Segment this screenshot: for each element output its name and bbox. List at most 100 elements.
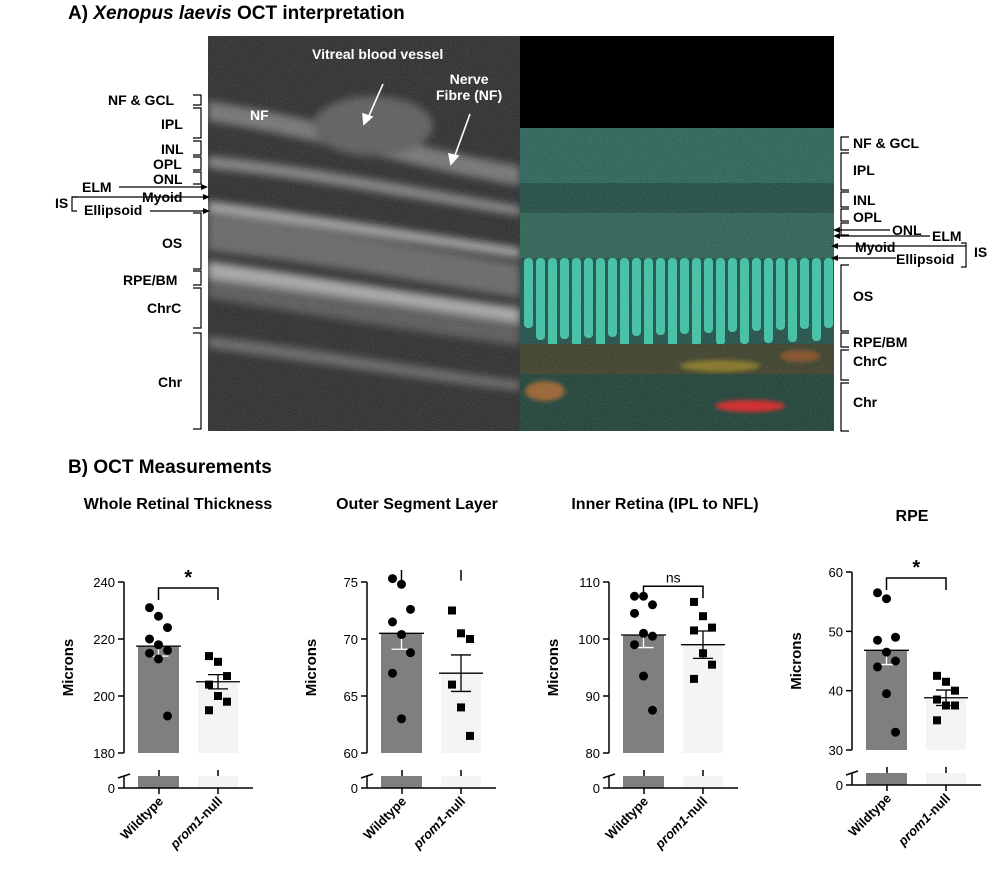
y-tick-label-zero: 0 [593, 781, 600, 796]
right-label-rpe-bm: RPE/BM [853, 334, 908, 350]
axis-break-mark [117, 773, 131, 779]
right-label-is: IS [974, 244, 988, 260]
data-point-wildtype [648, 705, 657, 715]
data-point-wildtype [639, 628, 648, 638]
left-label-onl: ONL [153, 171, 183, 187]
bar-prom1-null [683, 644, 723, 753]
data-point-wildtype [873, 635, 882, 645]
right-label-ellipsoid: Ellipsoid [896, 251, 955, 267]
significance-bracket [400, 570, 462, 581]
data-point-wildtype [154, 654, 163, 664]
y-tick-label: 110 [579, 575, 600, 590]
left-label-inl: INL [161, 141, 184, 157]
data-point-wildtype [397, 579, 406, 589]
data-point-prom1-null [933, 671, 941, 680]
data-point-prom1-null [457, 629, 465, 638]
data-point-wildtype [630, 640, 639, 650]
panel-a-title: A) Xenopus laevis OCT interpretation [68, 3, 405, 24]
data-point-prom1-null [708, 623, 716, 632]
data-point-prom1-null [933, 695, 941, 704]
right-label-chr: Chr [853, 394, 878, 410]
y-tick-label: 65 [344, 689, 358, 704]
y-tick-label-zero: 0 [836, 778, 843, 793]
oct-arrows [362, 83, 471, 166]
nerve-annotation: Nerve Fibre (NF) [436, 71, 503, 103]
y-tick-label: 70 [344, 632, 358, 647]
vessel-annotation: Vitreal blood vessel [312, 46, 444, 62]
data-point-prom1-null [205, 652, 213, 661]
species-name: Xenopus laevis [93, 3, 232, 24]
x-label-wildtype: Wildtype [845, 791, 894, 840]
bar-base-wildtype [381, 776, 422, 788]
left-label-rpe-bm: RPE/BM [123, 272, 178, 288]
x-label-prom1-null: prom1-null [894, 791, 953, 850]
left-label-opl: OPL [153, 156, 182, 172]
bar-base-prom1-null [683, 776, 723, 788]
x-label-wildtype: Wildtype [602, 794, 651, 843]
y-axis-label: Microns [545, 639, 562, 697]
data-point-prom1-null [942, 677, 950, 686]
bar-base-wildtype [138, 776, 179, 788]
left-layer-brackets [71, 94, 210, 430]
axis-break-mark [845, 770, 859, 776]
data-point-prom1-null [699, 612, 707, 621]
data-point-prom1-null [951, 686, 959, 695]
left-label-ipl: IPL [161, 116, 183, 132]
right-label-myoid: Myoid [855, 239, 896, 255]
chart-title-0: Whole Retinal Thickness [83, 496, 273, 513]
axis-break-mark [360, 773, 374, 779]
y-tick-label: 50 [829, 624, 843, 639]
y-tick-label: 220 [93, 632, 115, 647]
bar-wildtype [381, 633, 422, 753]
nf-annotation: NF [250, 107, 269, 123]
y-tick-label: 40 [829, 684, 843, 699]
left-label-nf-gcl: NF & GCL [108, 92, 175, 108]
x-label-prom1-null: prom1-null [651, 794, 710, 853]
data-point-wildtype [648, 600, 657, 610]
data-point-wildtype [891, 727, 900, 737]
right-label-onl: ONL [892, 222, 922, 238]
left-label-chr: Chr [158, 374, 183, 390]
significance-label: ns [666, 570, 681, 585]
chart-title-1: Outer Segment Layer [336, 496, 498, 513]
data-point-prom1-null [223, 672, 231, 681]
y-axis-label: Microns [60, 639, 77, 697]
right-label-os: OS [853, 288, 874, 304]
data-point-prom1-null [448, 606, 456, 615]
data-point-wildtype [882, 647, 891, 657]
data-point-prom1-null [448, 680, 456, 689]
data-point-wildtype [873, 662, 882, 672]
data-point-wildtype [145, 648, 154, 658]
data-point-wildtype [891, 656, 900, 666]
bar-wildtype [623, 635, 664, 753]
y-tick-label: 100 [578, 632, 600, 647]
data-point-wildtype [397, 714, 406, 724]
data-point-wildtype [163, 711, 172, 721]
x-label-wildtype: Wildtype [360, 794, 409, 843]
data-point-prom1-null [223, 697, 231, 706]
left-label-ellipsoid: Ellipsoid [84, 202, 143, 218]
data-point-wildtype [154, 640, 163, 650]
data-point-prom1-null [699, 649, 707, 658]
data-point-prom1-null [690, 597, 698, 606]
y-tick-label: 240 [93, 575, 115, 590]
right-label-opl: OPL [853, 209, 882, 225]
data-point-wildtype [163, 645, 172, 655]
data-point-wildtype [145, 634, 154, 644]
data-point-prom1-null [214, 692, 222, 700]
data-point-prom1-null [690, 626, 698, 635]
data-point-wildtype [406, 648, 415, 658]
bar-base-wildtype [866, 773, 907, 785]
data-point-wildtype [163, 623, 172, 633]
y-tick-label-zero: 0 [108, 781, 115, 796]
bar-base-prom1-null [198, 776, 238, 788]
y-tick-label: 30 [829, 743, 843, 758]
left-label-is: IS [55, 195, 69, 211]
y-tick-label: 75 [344, 575, 358, 590]
significance-bracket [642, 585, 704, 599]
data-point-wildtype [873, 588, 882, 598]
y-tick-label: 200 [93, 689, 115, 704]
